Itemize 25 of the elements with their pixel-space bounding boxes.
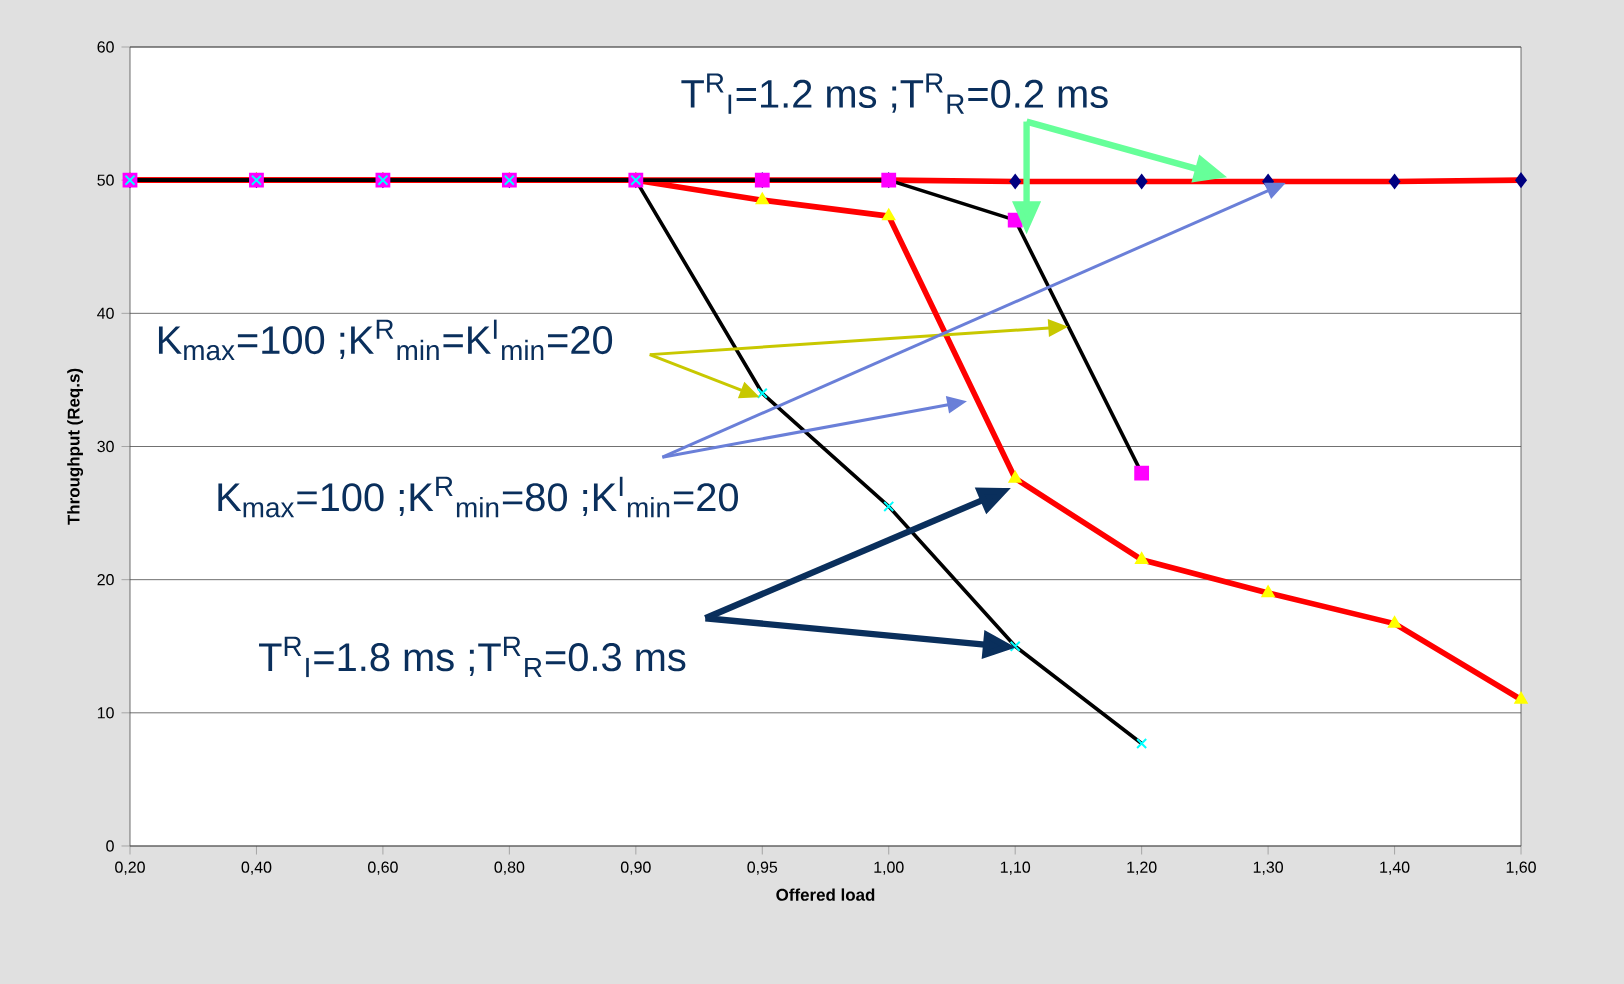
annotation: T$^{R}$$_{I}$=1.8 ms ;T$^{R}$$_{R}$=0.3 ms <box>259 636 686 678</box>
y-tick-label: 60 <box>97 41 114 53</box>
x-tick-label: 0,60 <box>368 861 398 875</box>
y-tick-label: 10 <box>97 707 114 719</box>
x-tick-label: 0,95 <box>747 861 778 875</box>
x-tick-label: 1,40 <box>1380 861 1410 875</box>
x-tick-label: 0,40 <box>241 861 272 875</box>
x-axis-title: Offered load <box>776 888 875 901</box>
y-tick-label: 40 <box>97 307 114 319</box>
x-tick-label: 1,30 <box>1253 861 1283 875</box>
x-tick-label: 0,80 <box>494 861 525 875</box>
annotation: T$^{R}$$_{I}$=1.2 ms ;T$^{R}$$_{R}$=0.2 ms <box>681 73 1108 114</box>
text: K$_{max}$=100 ;K$^{R}$$_{min}$=80 ;K$^{I}$$_{min}$=20 <box>218 476 739 518</box>
y-tick-label: 20 <box>97 574 114 586</box>
y-axis-title: Throughput (Req.s) <box>67 368 84 525</box>
x-tick-label: 1,00 <box>874 861 904 875</box>
y-tick-label: 30 <box>97 440 114 453</box>
y-tick-label: 50 <box>97 174 114 186</box>
x-tick-label: 1,60 <box>1506 861 1536 875</box>
text: K$_{max}$=100 ;K$^{R}$$_{min}$=K$^{I}$$_{min}$=20 <box>158 319 613 361</box>
x-tick-label: 1,20 <box>1127 861 1157 875</box>
x-tick-label: 1,10 <box>1000 861 1031 875</box>
x-tick-label: 0,20 <box>115 861 145 875</box>
y-tick-label: 0 <box>106 840 114 852</box>
x-tick-label: 0,90 <box>620 861 651 875</box>
